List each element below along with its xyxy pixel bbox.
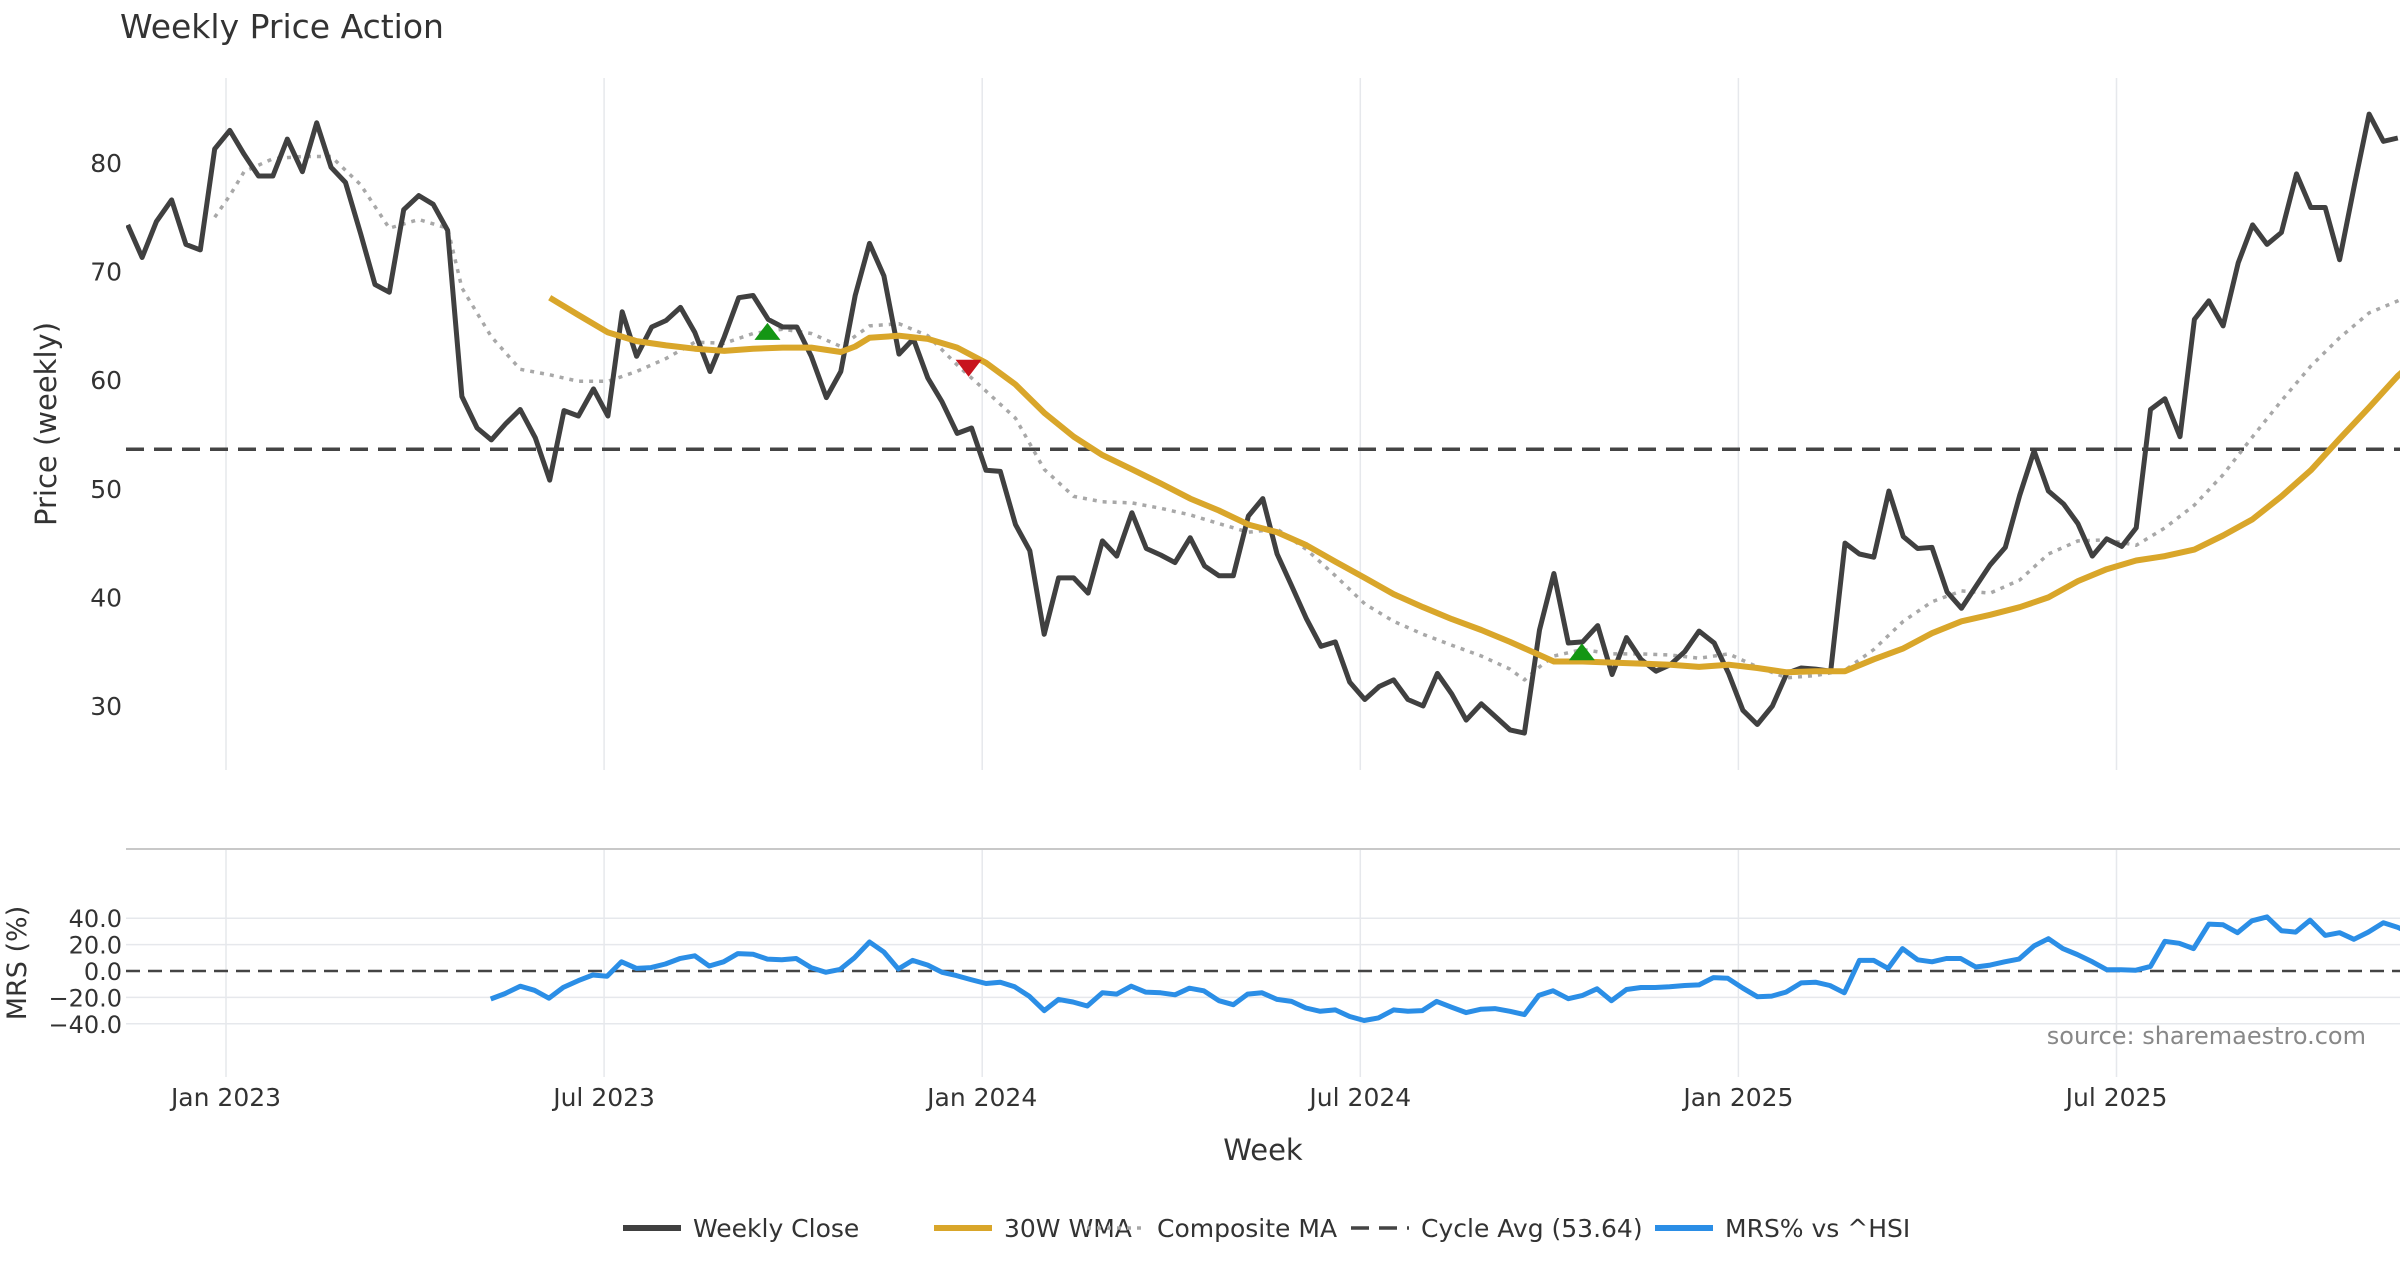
price-y-tick-label: 30 [90,692,122,721]
source-note: source: sharemaestro.com [2047,1022,2366,1050]
legend-label: Cycle Avg (53.64) [1421,1214,1643,1243]
price-y-tick-label: 60 [90,366,122,395]
legend-label: Weekly Close [693,1214,859,1243]
x-axis-label: Week [1223,1133,1303,1167]
legend-label: MRS% vs ^HSI [1725,1214,1910,1243]
x-tick-label: Jul 2025 [2064,1083,2168,1112]
mrs-line [489,914,2400,1023]
x-tick-label: Jul 2023 [551,1083,655,1112]
mrs-y-ticks: −40.0−20.00.020.040.0 [48,905,122,1039]
price-y-ticks: 30 40 50 60 70 80 [90,149,122,721]
mrs-grid [126,850,2400,1077]
legend-label: Composite MA [1157,1214,1337,1243]
chart-title: Weekly Price Action [120,7,444,46]
legend-label: 30W WMA [1004,1214,1132,1243]
sell-signal-marker [955,359,982,377]
mrs-y-tick-label: −40.0 [48,1011,122,1039]
x-tick-label: Jul 2024 [1307,1083,1411,1112]
composite-ma-line [213,154,2400,682]
price-y-tick-label: 70 [90,258,122,287]
buy-signal-marker [754,322,781,340]
legend: Weekly Close 30W WMA Composite MA Cycle Avg… [623,1214,1910,1243]
mrs-y-tick-label: 0.0 [84,958,122,986]
weekly-close-line [126,111,2399,736]
buy-signal-marker [1568,643,1595,661]
mrs-y-tick-label: 40.0 [69,905,122,933]
price-y-tick-label: 40 [90,583,122,612]
mrs-y-label: MRS (%) [2,906,33,1021]
mrs-y-tick-label: −20.0 [48,984,122,1012]
x-axis-ticks: Jan 2023 Jul 2023 Jan 2024 Jul 2024 Jan 2025… [169,1083,2167,1112]
x-tick-label: Jan 2024 [925,1083,1037,1112]
signal-markers [754,322,1595,661]
price-y-label: Price (weekly) [29,322,63,526]
price-y-tick-label: 50 [90,475,122,504]
mrs-y-tick-label: 20.0 [69,932,122,960]
x-tick-label: Jan 2025 [1681,1083,1793,1112]
x-tick-label: Jan 2023 [169,1083,281,1112]
wma-30w-line [548,295,2400,676]
price-y-tick-label: 80 [90,149,122,178]
price-grid [225,78,2118,770]
